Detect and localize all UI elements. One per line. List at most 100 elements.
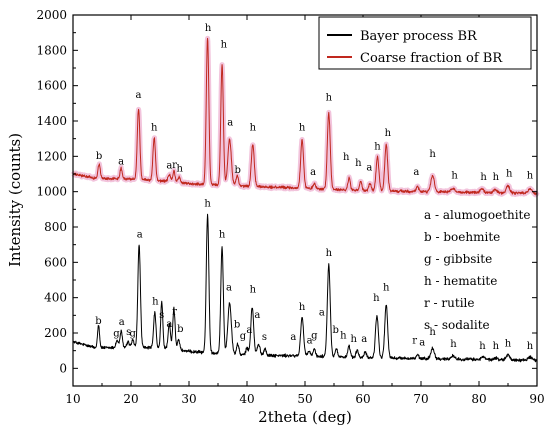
y-tick-label: 600: [44, 255, 67, 269]
peak-label: h: [204, 199, 211, 210]
peak-label: a: [319, 307, 325, 318]
peak-label: a: [227, 117, 233, 128]
y-axis-title: Intensity (counts): [6, 133, 24, 267]
peak-label: h: [343, 152, 350, 163]
peak-label: b: [234, 165, 240, 176]
peak-label: g: [129, 329, 136, 340]
phase-key: a - alumogoethite b - boehmite g - gibbs…: [424, 208, 530, 332]
phase-key-item: r - rutile: [424, 296, 474, 310]
x-axis-title: 2theta (deg): [258, 408, 352, 426]
peak-label: h: [479, 341, 486, 352]
phase-key-item: b - boehmite: [424, 230, 500, 244]
peak-label: h: [350, 334, 357, 345]
peak-label: h: [505, 338, 512, 349]
peak-label: s: [159, 310, 164, 321]
peak-label: a: [226, 283, 232, 294]
x-tick-label: 50: [297, 392, 312, 406]
peak-label: s: [262, 332, 267, 343]
x-tick-label: 20: [123, 392, 138, 406]
peak-label: h: [374, 141, 381, 152]
peak-label: a: [166, 319, 172, 330]
peak-label: h: [506, 169, 513, 180]
y-tick-label: 1600: [36, 79, 67, 93]
peak-label: h: [250, 284, 257, 295]
y-tick-label: 400: [44, 291, 67, 305]
peak-label: h: [451, 170, 458, 181]
phase-key-item: s - sodalite: [424, 318, 490, 332]
x-tick-label: 80: [471, 392, 486, 406]
series-layer: [70, 35, 540, 363]
peak-label: h: [326, 93, 333, 104]
peak-label: r: [172, 160, 177, 171]
peak-label: h: [527, 170, 534, 181]
legend-label-bayer: Bayer process BR: [360, 29, 478, 44]
phase-key-item: g - gibbsite: [424, 252, 492, 266]
y-tick-label: 1200: [36, 149, 67, 163]
peak-label: h: [527, 341, 534, 352]
peak-label: h: [205, 23, 212, 34]
peak-label: h: [373, 293, 380, 304]
x-tick-label: 10: [65, 392, 80, 406]
peak-label: h: [340, 330, 347, 341]
peak-label: h: [152, 297, 159, 308]
peak-label: a: [290, 332, 296, 343]
peak-label: a: [246, 325, 252, 336]
legend-box: [318, 16, 532, 70]
peak-label: r: [412, 336, 417, 347]
peak-label: h: [151, 123, 158, 134]
x-tick-label: 70: [413, 392, 428, 406]
peak-label: s: [126, 327, 131, 338]
peak-label: b: [96, 151, 102, 162]
peak-label: a: [119, 317, 125, 328]
peak-label: g: [113, 329, 120, 340]
peak-label: h: [326, 248, 333, 259]
peak-label: h: [385, 128, 392, 139]
peak-label: a: [419, 337, 425, 348]
y-tick-label: 1800: [36, 43, 67, 57]
y-tick-label: 2000: [36, 8, 67, 22]
legend: Bayer process BR Coarse fraction of BR: [318, 16, 532, 70]
peak-label: h: [221, 40, 228, 51]
peak-label: b: [177, 324, 183, 335]
peak-label: h: [429, 149, 436, 160]
peak-label: a: [366, 163, 372, 174]
tick-layer: 10 20 30 40 50 60 70 80 90 0 200 400 600 800 1000 1200 1…: [36, 8, 544, 406]
y-tick-label: 200: [44, 326, 67, 340]
peak-label: g: [240, 331, 247, 342]
x-tick-label: 60: [355, 392, 370, 406]
peak-label: h: [493, 172, 500, 183]
peak-label: h: [383, 283, 390, 294]
peak-label: a: [254, 310, 260, 321]
peak-label: h: [450, 339, 457, 350]
series-line-bayer: [72, 213, 538, 363]
peak-label: r: [172, 306, 177, 317]
x-tick-label: 30: [181, 392, 196, 406]
peak-label: h: [355, 158, 362, 169]
peak-label: h: [219, 230, 226, 241]
peak-label: h: [299, 123, 306, 134]
peak-label: h: [176, 163, 183, 174]
legend-label-coarse: Coarse fraction of BR: [360, 51, 503, 66]
peak-label: a: [118, 156, 124, 167]
peak-label: a: [361, 334, 367, 345]
x-tick-label: 90: [529, 392, 544, 406]
peak-label: a: [310, 167, 316, 178]
peak-label: h: [250, 123, 257, 134]
x-tick-label: 40: [239, 392, 254, 406]
series-line-coarse: [72, 37, 538, 196]
peak-label: a: [137, 230, 143, 241]
peak-label: b: [234, 320, 240, 331]
y-tick-label: 800: [44, 220, 67, 234]
peak-label: h: [299, 302, 306, 313]
peak-label: a: [136, 90, 142, 101]
y-tick-label: 1000: [36, 185, 67, 199]
peak-label: h: [493, 341, 500, 352]
peak-label: a: [307, 336, 313, 347]
phase-key-item: h - hematite: [424, 274, 497, 288]
peak-label: h: [480, 172, 487, 183]
phase-key-item: a - alumogoethite: [424, 208, 530, 222]
peak-label: b: [332, 325, 338, 336]
peak-label: h: [429, 327, 436, 338]
